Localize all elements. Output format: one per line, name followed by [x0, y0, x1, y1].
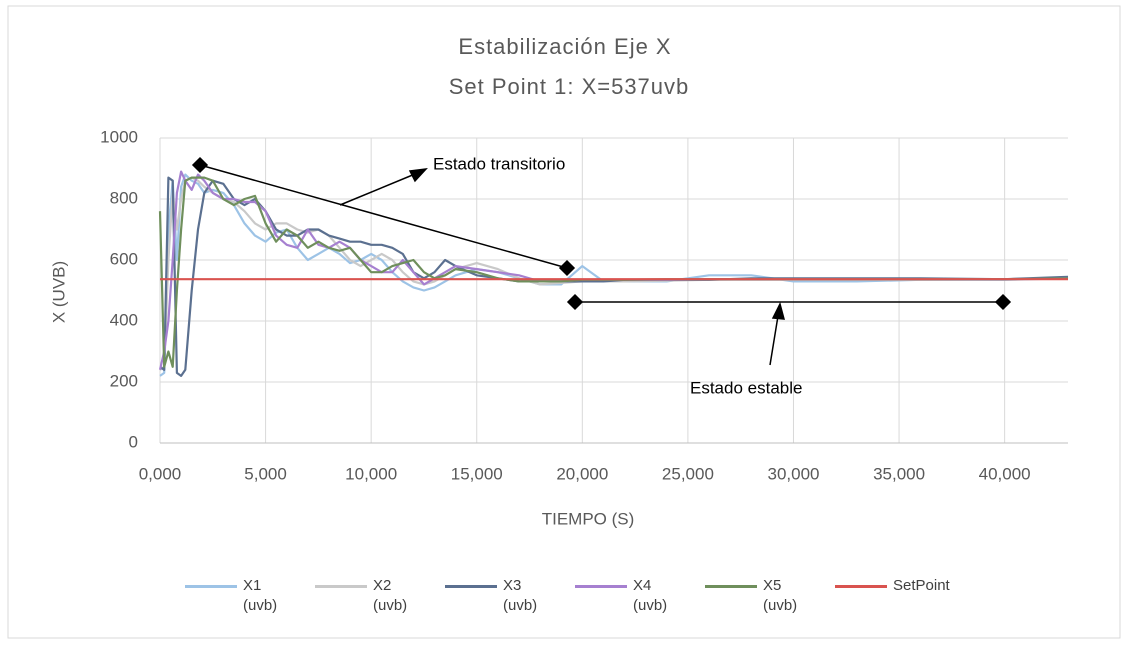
frame	[7, 5, 1121, 639]
annotation-line	[199, 164, 568, 269]
annotation-arrow	[339, 173, 416, 206]
legend-swatch	[315, 585, 367, 588]
x-tick-label: 30,000	[767, 464, 819, 483]
legend-item: SetPoint	[835, 576, 965, 616]
x-tick-label: 40,000	[979, 464, 1031, 483]
legend-item: X2 (uvb)	[315, 576, 445, 616]
y-tick-label: 0	[129, 432, 138, 451]
diamond	[994, 293, 1012, 311]
annotation-shapes	[191, 156, 1012, 366]
legend-label: SetPoint	[893, 577, 950, 594]
legend-swatch	[185, 585, 237, 588]
legend-item: X1 (uvb)	[185, 576, 315, 616]
series-line	[158, 176, 1069, 368]
annotation: Estado transitorio	[433, 154, 565, 173]
legend-item: X3 (uvb)	[445, 576, 575, 616]
legend: X1 (uvb) X2 (uvb) X3 (uvb) X4 (uvb) X5 (uvb)…	[185, 576, 965, 616]
series-line	[159, 176, 1069, 377]
y-tick-label: 800	[110, 188, 138, 207]
x-axis-label: TIEMPO (S)	[542, 509, 635, 528]
chart-title: Estabilización Eje X	[458, 34, 671, 59]
x-tick-label: 5,000	[244, 464, 287, 483]
arrow-head	[771, 301, 786, 320]
legend-label: X5 (uvb)	[763, 577, 798, 614]
y-axis-label: X (UVB)	[49, 261, 68, 323]
legend-label: X3 (uvb)	[503, 577, 538, 614]
annotation-arrow	[769, 315, 779, 366]
x-tick-label: 15,000	[451, 464, 503, 483]
legend-item: X4 (uvb)	[575, 576, 705, 616]
arrow-head	[408, 168, 428, 183]
y-tick-label: 600	[110, 249, 138, 268]
legend-label: X4 (uvb)	[633, 577, 668, 614]
legend-swatch	[575, 585, 627, 588]
legend-item: X5 (uvb)	[705, 576, 835, 616]
x-tick-label: 10,000	[345, 464, 397, 483]
legend-swatch	[445, 585, 497, 588]
legend-label: X2 (uvb)	[373, 577, 408, 614]
legend-swatch	[705, 585, 757, 588]
diamond	[566, 293, 584, 311]
series-line	[158, 170, 1069, 371]
y-tick-label: 1000	[100, 127, 138, 146]
x-tick-label: 35,000	[873, 464, 925, 483]
series-line	[159, 176, 1069, 371]
diamond	[191, 156, 209, 174]
y-tick-label: 200	[110, 371, 138, 390]
x-tick-label: 20,000	[556, 464, 608, 483]
legend-label: X1 (uvb)	[243, 577, 278, 614]
annotation: Estado estable	[690, 378, 802, 397]
y-tick-label: 400	[110, 310, 138, 329]
x-tick-label: 0,000	[139, 464, 182, 483]
plot: 0 200 400 600 800 1000 0,000 5,000 10,000 15,000 2…	[100, 127, 1069, 483]
x-tick-label: 25,000	[662, 464, 714, 483]
legend-swatch	[835, 585, 887, 588]
diamond	[558, 259, 576, 277]
chart-subtitle: Set Point 1: X=537uvb	[449, 74, 690, 99]
series-line	[159, 173, 1069, 377]
